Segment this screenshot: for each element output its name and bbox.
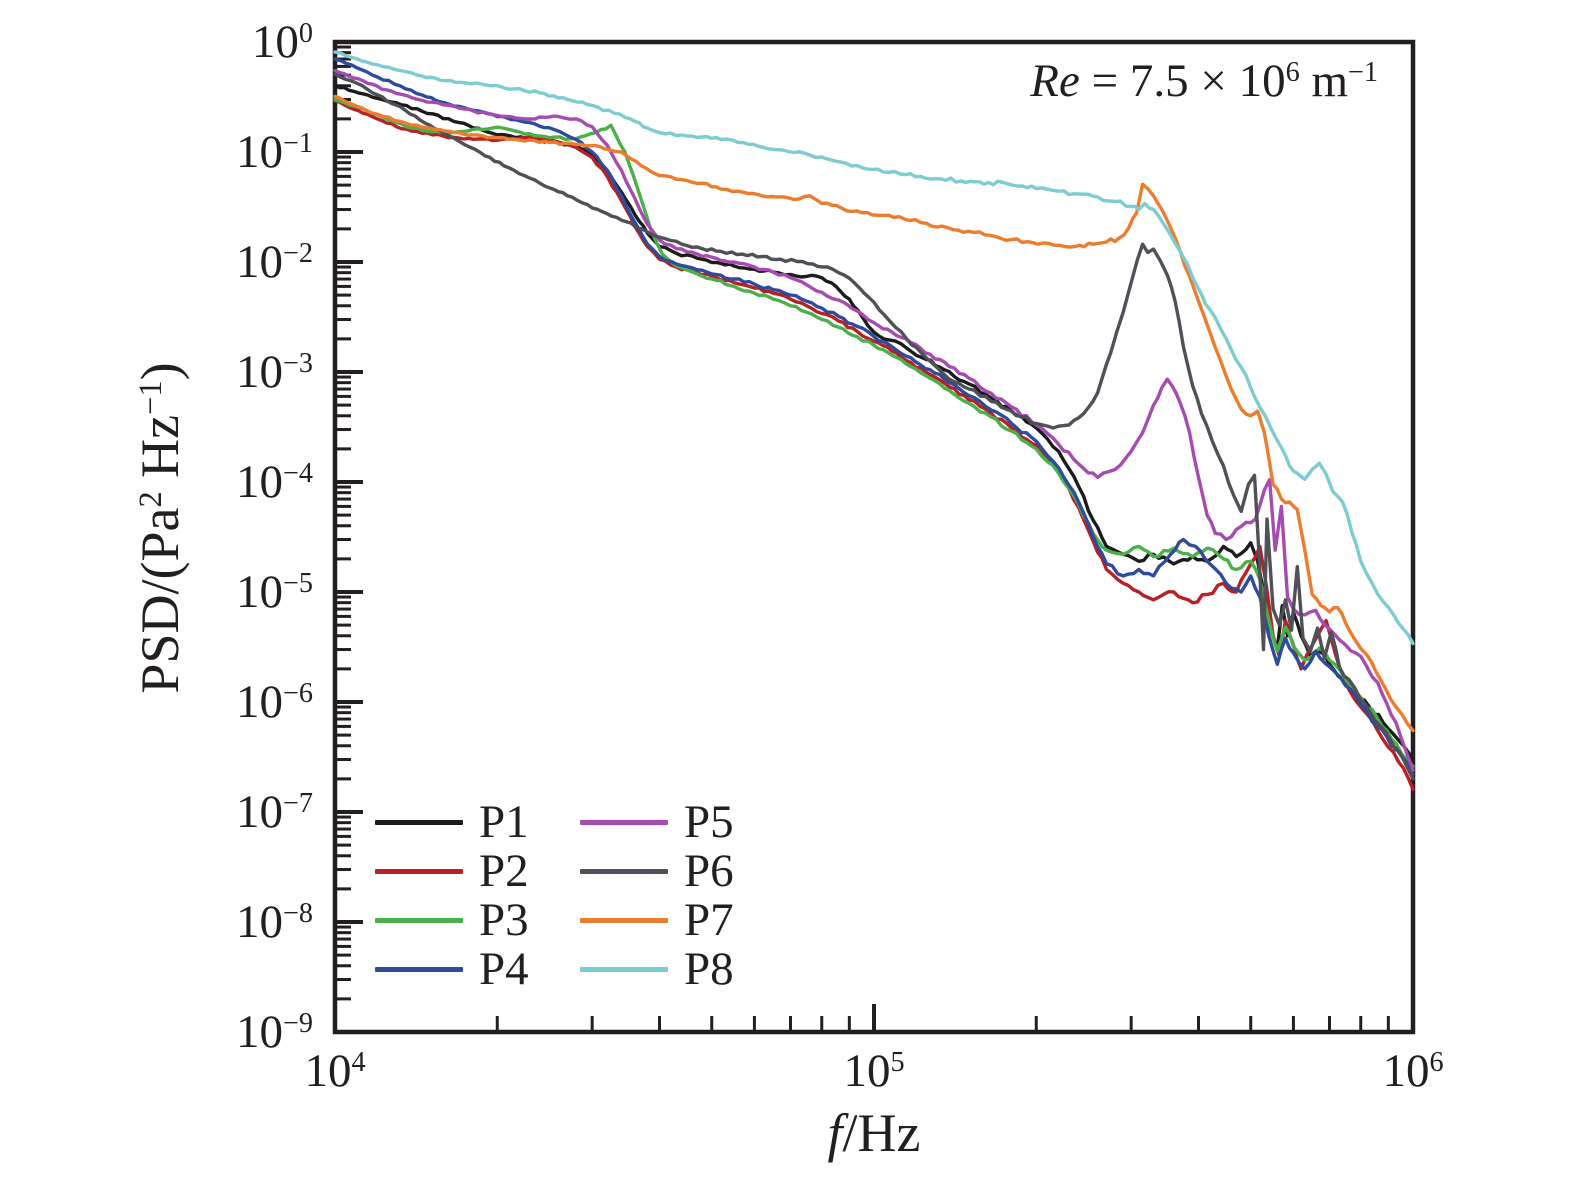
y-tick-label: 10−1 [236, 126, 313, 178]
y-tick-label: 10−8 [236, 896, 313, 948]
series-curve-P5 [333, 68, 1415, 772]
x-axis-variable: f [827, 1103, 843, 1163]
legend-item-P4: P4 [375, 943, 529, 995]
legend-label-P8: P8 [684, 943, 734, 995]
legend-label-P1: P1 [479, 796, 529, 848]
legend-item-P1: P1 [375, 796, 529, 848]
y-tick-label: 10−6 [236, 676, 313, 728]
reynolds-annotation: Re = 7.5 × 106 m−1 [1030, 54, 1378, 108]
annotation-unit: m [1299, 55, 1348, 107]
annotation-variable: Re [1030, 55, 1080, 107]
legend-line-P1 [375, 819, 463, 825]
series-curve-P3 [333, 97, 1415, 769]
plot-frame [332, 39, 1416, 1035]
annotation-exponent: 6 [1285, 57, 1300, 89]
x-axis-label: f/Hz [828, 1102, 921, 1164]
legend-item-P5: P5 [580, 796, 734, 848]
legend-item-P3: P3 [375, 894, 529, 946]
legend-item-P6: P6 [580, 845, 734, 897]
y-axis-label: PSD/(Pa2 Hz−1) [129, 362, 191, 693]
legend-line-P6 [580, 868, 668, 874]
x-axis-unit: /Hz [842, 1103, 921, 1163]
x-tick-label: 104 [304, 1045, 366, 1097]
x-tick-label: 105 [843, 1045, 905, 1097]
series-curve-P4 [333, 57, 1415, 776]
legend-label-P6: P6 [684, 845, 734, 897]
series-curve-P1 [333, 84, 1415, 762]
legend-label-P5: P5 [684, 796, 734, 848]
legend-line-P7 [580, 917, 668, 923]
y-tick-label: 10−3 [236, 346, 313, 398]
legend-line-P3 [375, 917, 463, 923]
legend-label-P2: P2 [479, 845, 529, 897]
y-tick-label: 100 [251, 16, 313, 68]
legend-line-P8 [580, 966, 668, 972]
y-tick-label: 10−2 [236, 236, 313, 288]
y-tick-label: 10−5 [236, 566, 313, 618]
legend-label-P7: P7 [684, 894, 734, 946]
legend-label-P3: P3 [479, 894, 529, 946]
annotation-unit-exponent: −1 [1348, 57, 1378, 89]
legend-label-P4: P4 [479, 943, 529, 995]
legend-line-P2 [375, 868, 463, 874]
y-tick-label: 10−9 [236, 1006, 313, 1058]
legend-line-P4 [375, 966, 463, 972]
legend-item-P2: P2 [375, 845, 529, 897]
y-tick-label: 10−4 [236, 456, 313, 508]
series-curve-P2 [333, 99, 1415, 792]
legend-line-P5 [580, 819, 668, 825]
series-curve-P6 [333, 72, 1415, 781]
annotation-body: = 7.5 × 10 [1079, 55, 1286, 107]
y-tick-label: 10−7 [236, 786, 313, 838]
x-tick-label: 106 [1382, 1045, 1444, 1097]
series-curve-P8 [333, 50, 1415, 646]
series-curve-P7 [333, 94, 1415, 733]
legend-item-P8: P8 [580, 943, 734, 995]
legend-item-P7: P7 [580, 894, 734, 946]
